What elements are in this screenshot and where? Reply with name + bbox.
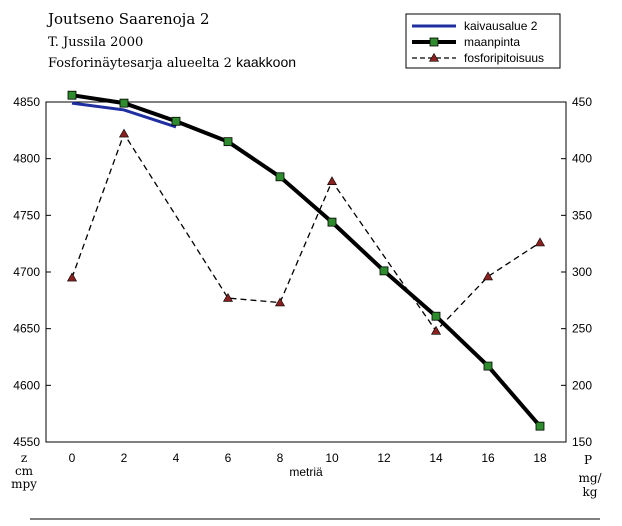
chart-title-line-2: T. Jussila 2000 <box>48 35 143 50</box>
x-tick-label: 6 <box>225 451 232 465</box>
fosforipitoisuus-point <box>326 176 338 186</box>
x-tick-label: 18 <box>533 451 547 465</box>
x-tick-label: 16 <box>481 451 495 465</box>
y-right-tick-label: 350 <box>572 208 592 222</box>
right-unit-line-1: P <box>584 453 592 467</box>
x-tick-label: 2 <box>121 451 128 465</box>
fosforipitoisuus-point <box>430 325 442 335</box>
fosforipitoisuus-point <box>222 292 234 302</box>
y-left-tick-label: 4550 <box>13 435 40 449</box>
fosforipitoisuus-point <box>534 237 546 247</box>
left-axis-unit: z cm mpy <box>11 451 37 491</box>
maanpinta-point <box>483 361 493 371</box>
maanpinta-point <box>535 421 545 431</box>
x-tick-label: 14 <box>429 451 443 465</box>
maanpinta-point <box>431 311 441 321</box>
right-unit-line-2: mg/ <box>578 471 602 485</box>
x-tick-label: 0 <box>69 451 76 465</box>
legend-label: kaivausalue 2 <box>464 19 538 33</box>
maanpinta-point <box>223 137 233 147</box>
legend-label: maanpinta <box>464 35 520 49</box>
maanpinta-point <box>327 217 337 227</box>
y-left-tick-label: 4750 <box>13 208 40 222</box>
left-unit-line-1: z <box>21 451 27 465</box>
y-left-tick-label: 4800 <box>13 152 40 166</box>
fosforipitoisuus-line <box>71 132 541 332</box>
right-axis-unit: P mg/ kg <box>578 453 602 499</box>
y-right-tick-label: 250 <box>572 322 592 336</box>
y-left-tick-label: 4850 <box>13 95 40 109</box>
x-axis-label: metriä <box>289 465 323 479</box>
y-right-tick-label: 450 <box>572 95 592 109</box>
y-right-tick-label: 150 <box>572 435 592 449</box>
axes-layer: 4550 4600 4650 4700 4750 4800 4850 150 200 250 300… <box>13 95 592 465</box>
fosforipitoisuus-point <box>482 271 494 281</box>
chart-title-line-1: Joutseno Saarenoja 2 <box>46 10 210 28</box>
fosforipitoisuus-point <box>274 297 286 307</box>
legend-label: fosforipitoisuus <box>464 51 544 65</box>
fosforipitoisuus-point <box>66 272 78 282</box>
y-right-tick-label: 400 <box>572 152 592 166</box>
fosforipitoisuus-point <box>118 128 130 138</box>
chart-title-line-3-part-b: kaakkoon <box>236 54 296 70</box>
series-layer <box>66 90 546 431</box>
right-unit-line-3: kg <box>583 485 598 499</box>
y-right-tick-label: 200 <box>572 378 592 392</box>
kaivausalue-line <box>71 101 177 129</box>
chart-title-line-3-part-a: Fosforinäytesarja alueelta 2 <box>48 56 232 71</box>
left-unit-line-2: cm <box>15 464 34 478</box>
y-right-tick-label: 300 <box>572 265 592 279</box>
legend-marker-triangle <box>428 52 440 62</box>
maanpinta-point <box>171 116 181 126</box>
maanpinta-point <box>119 98 129 108</box>
x-tick-label: 12 <box>377 451 391 465</box>
legend-marker-square <box>429 37 439 47</box>
x-tick-label: 8 <box>277 451 284 465</box>
y-left-tick-label: 4600 <box>13 378 40 392</box>
chart-title-line-3: Fosforinäytesarja alueelta 2 kaakkoon <box>48 54 296 71</box>
left-unit-line-3: mpy <box>11 477 37 491</box>
maanpinta-point <box>275 172 285 182</box>
maanpinta-point <box>67 90 77 100</box>
x-tick-label: 10 <box>325 451 339 465</box>
legend: kaivausalue 2 maanpinta fosforipitoisuus <box>405 13 561 69</box>
y-left-tick-label: 4700 <box>13 265 40 279</box>
y-left-tick-label: 4650 <box>13 322 40 336</box>
maanpinta-line <box>71 93 542 428</box>
maanpinta-point <box>379 266 389 276</box>
x-tick-label: 4 <box>173 451 180 465</box>
